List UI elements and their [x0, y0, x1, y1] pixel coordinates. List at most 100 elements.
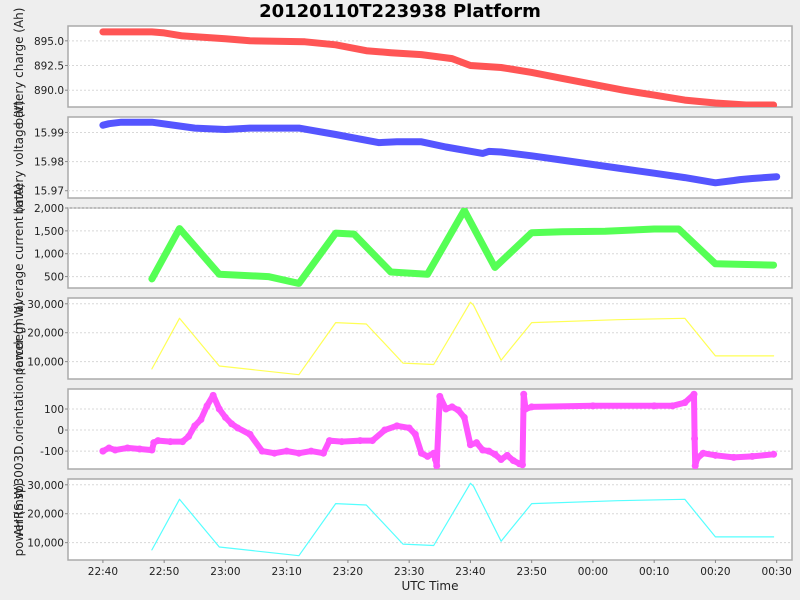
plot-area: [67, 116, 793, 199]
data-point: [432, 456, 440, 464]
x-tick-label: 22:40: [88, 566, 118, 578]
y-tick-label: 2,000: [34, 203, 64, 215]
data-series-line: [151, 301, 775, 376]
x-tick-label: 00:20: [700, 566, 730, 578]
x-tick-label: 23:00: [210, 566, 240, 578]
data-point: [258, 447, 266, 455]
data-point: [669, 402, 677, 410]
data-series-line: [151, 482, 775, 557]
data-point: [417, 449, 425, 457]
data-point: [424, 452, 432, 460]
data-point: [185, 432, 193, 440]
data-point: [393, 422, 401, 430]
y-tick-label: 20,000: [27, 509, 64, 521]
data-point: [356, 437, 364, 445]
data-point: [246, 430, 254, 438]
y-tick-label: 895.0: [34, 36, 64, 48]
y-axis-label: battery charge (Ah): [12, 8, 26, 126]
y-tick-label: 15.99: [34, 127, 64, 139]
data-point: [479, 446, 487, 454]
y-tick-label: 892.5: [34, 61, 64, 73]
y-tick-label: 20,000: [27, 328, 64, 340]
data-point: [509, 457, 517, 465]
y-tick-label: 15.97: [34, 186, 64, 198]
data-point: [491, 450, 499, 458]
y-tick-label: 10,000: [27, 357, 64, 369]
y-tick-label: 10,000: [27, 538, 64, 550]
data-point: [460, 413, 468, 421]
data-point: [283, 447, 291, 455]
chart-title: 20120110T223938 Platform: [259, 1, 541, 22]
subplot-2: 15.97 15.98 15.99 battery voltage (V): [12, 101, 793, 215]
data-point: [215, 405, 223, 413]
data-point: [466, 441, 474, 449]
y-axis-label: battery voltage (V): [12, 101, 26, 215]
data-point: [681, 399, 689, 407]
data-point: [770, 450, 778, 458]
data-point: [520, 390, 528, 398]
data-point: [522, 405, 530, 413]
data-point: [203, 402, 211, 410]
x-axis: 22:40 22:50 23:00 23:10 23:20 23:30 23:40 23:50…: [88, 560, 792, 593]
data-point: [105, 444, 113, 452]
y-tick-label: 1,000: [34, 249, 64, 261]
subplot-1: 890.0 892.5 895.0 battery charge (Ah): [12, 8, 793, 126]
data-point: [234, 424, 242, 432]
data-point: [136, 445, 144, 453]
data-point: [123, 444, 131, 452]
data-point: [179, 438, 187, 446]
data-point: [473, 439, 481, 447]
y-tick-label: 30,000: [27, 480, 64, 492]
subplot-3: 500 1,000 1,500 2,000 average current (mA): [12, 183, 793, 313]
data-point: [518, 461, 526, 469]
y-tick-label: -100: [40, 446, 64, 458]
y-tick-label: 1,500: [34, 226, 64, 238]
data-point: [528, 403, 536, 411]
subplot-5: -100 0 100 AHRS.sp3003D.orientation (arcdeg…: [12, 322, 793, 537]
data-point: [319, 449, 327, 457]
data-series-line: [148, 208, 778, 287]
data-point: [436, 392, 444, 400]
data-point: [295, 449, 303, 457]
data-point: [338, 438, 346, 446]
data-point: [191, 422, 199, 430]
data-point: [690, 390, 698, 398]
data-series-line: [99, 28, 778, 107]
y-tick-label: 890.0: [34, 85, 64, 97]
y-tick-label: 100: [44, 404, 64, 416]
data-point: [730, 453, 738, 461]
data-point: [454, 406, 462, 414]
y-axis-label: power (mW): [12, 483, 26, 557]
data-point: [448, 403, 456, 411]
data-point: [497, 456, 505, 464]
data-point: [748, 452, 756, 460]
data-point: [326, 437, 334, 445]
data-point: [589, 402, 597, 410]
data-point: [99, 447, 107, 455]
data-point: [221, 413, 229, 421]
data-point: [442, 405, 450, 413]
y-axis-label: AHRS.sp3003D.orientation (arcdeg): [12, 322, 26, 537]
data-point: [503, 451, 511, 459]
x-tick-label: 23:40: [455, 566, 485, 578]
plot-area: [67, 478, 793, 561]
data-point: [111, 446, 119, 454]
data-point: [430, 449, 438, 457]
data-point: [270, 449, 278, 457]
x-tick-label: 00:30: [762, 566, 792, 578]
data-point: [693, 454, 701, 462]
x-tick-label: 23:20: [333, 566, 363, 578]
data-point: [699, 449, 707, 457]
data-point: [154, 437, 162, 445]
data-point: [368, 437, 376, 445]
data-point: [209, 391, 217, 399]
data-point: [307, 447, 315, 455]
data-point: [197, 416, 205, 424]
data-point: [433, 462, 441, 469]
y-tick-label: 15.98: [34, 157, 64, 169]
data-point: [405, 424, 413, 432]
data-series-line: [99, 118, 781, 187]
